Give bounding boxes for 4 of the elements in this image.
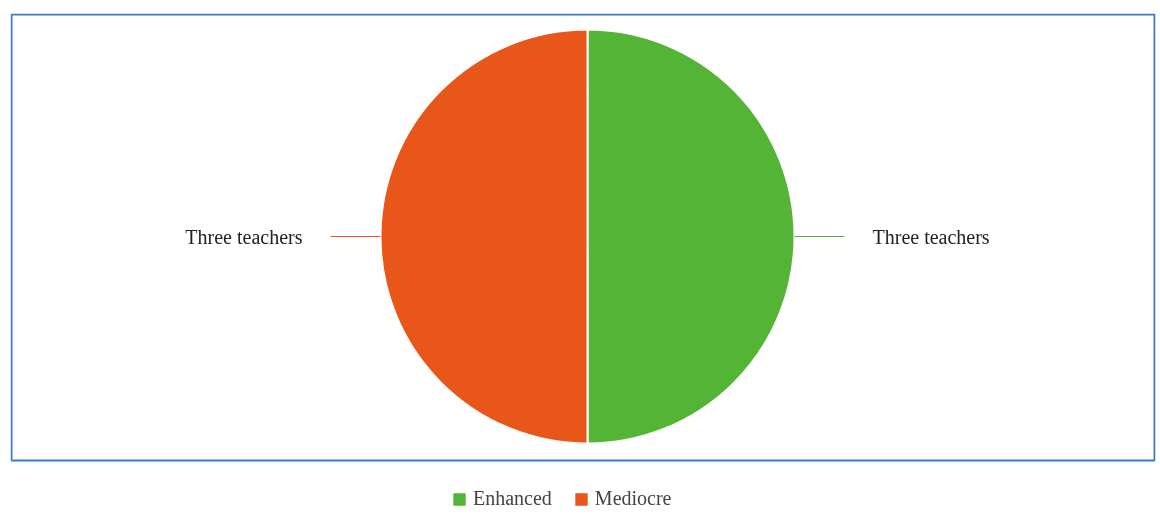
- data-label: Three teachers: [185, 225, 303, 248]
- legend-label: Enhanced: [473, 487, 552, 510]
- data-label: Three teachers: [872, 225, 990, 248]
- legend-label: Mediocre: [594, 487, 672, 510]
